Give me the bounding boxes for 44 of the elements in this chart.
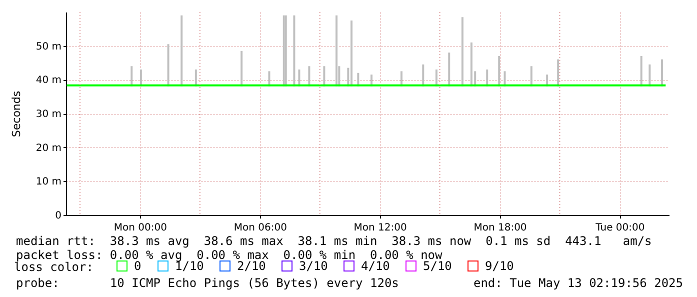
text: end: Tue May 13 02:19:56 2025 bbox=[473, 276, 683, 290]
x-tick-label: Tue 00:00 bbox=[594, 222, 645, 234]
bar bbox=[422, 64, 424, 86]
bar bbox=[640, 56, 642, 86]
y-tick-label: 40 m bbox=[36, 75, 62, 86]
legend-label: 4/10 bbox=[361, 259, 390, 273]
legend-label: 0 bbox=[134, 259, 142, 273]
y-tick-label: 50 m bbox=[36, 41, 62, 52]
legend-label: 9/10 bbox=[485, 259, 514, 273]
x-tick-label: Mon 18:00 bbox=[474, 222, 527, 234]
bar bbox=[282, 15, 285, 86]
y-tick-label: 0 bbox=[55, 210, 62, 222]
bar bbox=[284, 15, 287, 86]
legend-title: loss color: bbox=[14, 260, 94, 274]
text: packet loss: 0.00 % avg 0.00 % max 0.00 % min 0.00 % now bbox=[16, 248, 442, 262]
y-axis-title: Seconds bbox=[10, 90, 23, 138]
bar bbox=[648, 64, 651, 86]
bar bbox=[130, 66, 133, 86]
x-tick-label: Mon 12:00 bbox=[354, 222, 407, 234]
bar bbox=[180, 15, 183, 86]
x-tick-label: Mon 06:00 bbox=[234, 222, 287, 234]
bar bbox=[661, 59, 664, 86]
x-tick-label: Mon 00:00 bbox=[114, 222, 168, 234]
bar bbox=[470, 42, 472, 86]
bar bbox=[323, 66, 326, 86]
bar bbox=[240, 50, 243, 86]
bar bbox=[448, 52, 450, 86]
bar bbox=[530, 66, 532, 86]
y-tick-label: 30 m bbox=[36, 109, 62, 120]
bar bbox=[557, 59, 560, 86]
text: median rtt: 38.3 ms avg 38.6 ms max 38.1 ms min 38.3 ms now 0.1 ms sd 443.1 am/s bbox=[16, 234, 652, 248]
bar bbox=[167, 44, 170, 86]
legend-label: 3/10 bbox=[299, 259, 328, 273]
bar bbox=[308, 66, 310, 86]
bar bbox=[498, 56, 500, 86]
bar bbox=[461, 17, 464, 86]
y-tick-label: 10 m bbox=[36, 176, 62, 188]
legend-label: 2/10 bbox=[237, 259, 266, 273]
bar bbox=[350, 20, 353, 86]
text: probe: 10 ICMP Echo Pings (56 Bytes) every 120s bbox=[16, 276, 399, 290]
y-tick-label: 20 m bbox=[36, 142, 62, 154]
bar bbox=[293, 15, 296, 86]
legend-label: 5/10 bbox=[423, 259, 452, 273]
bar bbox=[336, 15, 338, 86]
